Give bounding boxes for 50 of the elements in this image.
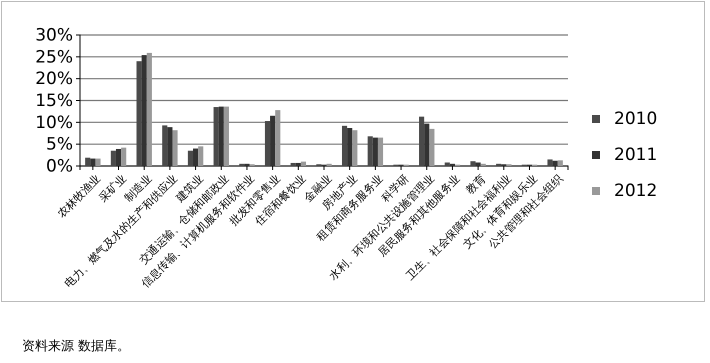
text: 资料来源 数据库。 xyxy=(22,339,130,354)
bar xyxy=(470,161,476,166)
bar xyxy=(121,148,126,166)
bar xyxy=(444,162,450,166)
bar xyxy=(558,160,563,166)
bar xyxy=(552,160,558,166)
bar xyxy=(296,162,301,166)
bar xyxy=(162,125,168,166)
bar xyxy=(214,107,219,166)
bar xyxy=(167,127,172,166)
bar xyxy=(146,52,152,166)
bar xyxy=(85,158,90,166)
y-tick-label: 20% xyxy=(35,69,73,90)
legend-label: 2012 xyxy=(614,181,658,201)
bar xyxy=(193,148,198,166)
bar xyxy=(198,146,204,166)
y-tick-label: 15% xyxy=(35,90,73,111)
bar xyxy=(172,130,178,166)
bar xyxy=(476,162,481,166)
bar xyxy=(368,136,373,166)
y-tick-label: 25% xyxy=(35,47,73,68)
bar xyxy=(95,158,101,166)
bar xyxy=(90,158,96,166)
bar xyxy=(270,116,276,166)
bar xyxy=(419,116,424,166)
bar xyxy=(116,148,122,166)
bar xyxy=(424,124,430,166)
bar xyxy=(290,162,296,166)
legend-label: 2011 xyxy=(614,145,658,165)
bar xyxy=(372,138,378,166)
bar xyxy=(342,126,348,166)
bar xyxy=(300,162,306,166)
bar xyxy=(224,106,229,166)
bar xyxy=(188,150,194,166)
bar xyxy=(142,55,147,166)
bar xyxy=(352,130,358,166)
bar xyxy=(275,110,280,166)
bar xyxy=(347,128,352,166)
y-tick-label: 5% xyxy=(46,134,73,155)
bar xyxy=(429,128,434,166)
bar xyxy=(218,106,224,166)
y-tick-label: 30% xyxy=(35,25,73,46)
y-tick-label: 10% xyxy=(35,112,73,133)
bar xyxy=(378,138,384,166)
bar xyxy=(110,150,116,166)
bar xyxy=(136,61,142,166)
legend-label: 2010 xyxy=(614,109,658,129)
bar xyxy=(264,121,270,166)
bar xyxy=(547,159,553,166)
y-tick-label: 0% xyxy=(46,156,73,176)
